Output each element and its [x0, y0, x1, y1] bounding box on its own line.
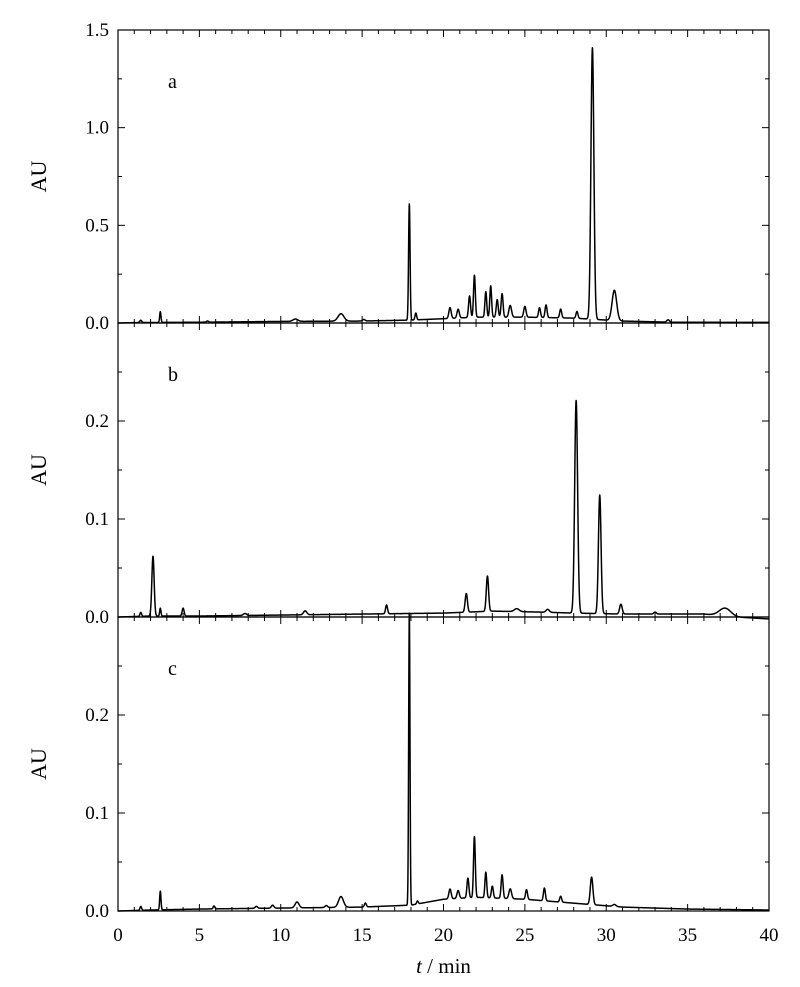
y-tick-label: 0.2: [85, 411, 109, 432]
x-tick-label: 15: [353, 925, 372, 946]
plot-frame: [117, 322, 770, 618]
y-tick-label: 1.5: [85, 20, 109, 41]
panel-c: 0.0 0.1 0.2 AU c 0 5 10 15 20 25 30 35 40 t / min: [26, 612, 779, 978]
panel-label: a: [168, 71, 177, 93]
x-tick-label: 30: [597, 925, 616, 946]
panel-label: c: [168, 658, 177, 680]
x-tick-label: 40: [760, 925, 779, 946]
y-tick-label: 0.1: [85, 509, 109, 530]
panel-b: 0.0 0.1 0.2 AU b: [26, 322, 770, 628]
panel-a: 0.0 0.5 1.0 1.5 AU a: [26, 20, 770, 334]
x-tick-label: 20: [434, 925, 453, 946]
chromatogram-trace-c: [117, 612, 770, 912]
chromatogram-trace-a: [117, 46, 770, 324]
y-axis-label: AU: [26, 454, 51, 486]
y-axis-label: AU: [26, 161, 51, 193]
x-tick-label: 25: [515, 925, 534, 946]
plot-frame: [117, 29, 770, 324]
y-tick-label: 1.0: [85, 118, 109, 139]
panel-label: b: [168, 364, 178, 386]
x-tick-label: 5: [195, 925, 205, 946]
y-tick-label: 0.1: [85, 803, 109, 824]
x-axis-label: t / min: [416, 954, 471, 978]
x-tick-label: 0: [113, 925, 123, 946]
y-axis-label: AU: [26, 748, 51, 780]
x-tick-label: 35: [678, 925, 697, 946]
chromatogram-trace-b: [117, 399, 770, 620]
y-tick-label: 0.5: [85, 215, 109, 236]
y-tick-label: 0.0: [85, 901, 109, 922]
y-tick-label: 0.0: [85, 313, 109, 334]
y-tick-label: 0.0: [85, 607, 109, 628]
y-tick-label: 0.2: [85, 705, 109, 726]
plot-frame: [117, 616, 770, 912]
x-tick-label: 10: [271, 925, 290, 946]
